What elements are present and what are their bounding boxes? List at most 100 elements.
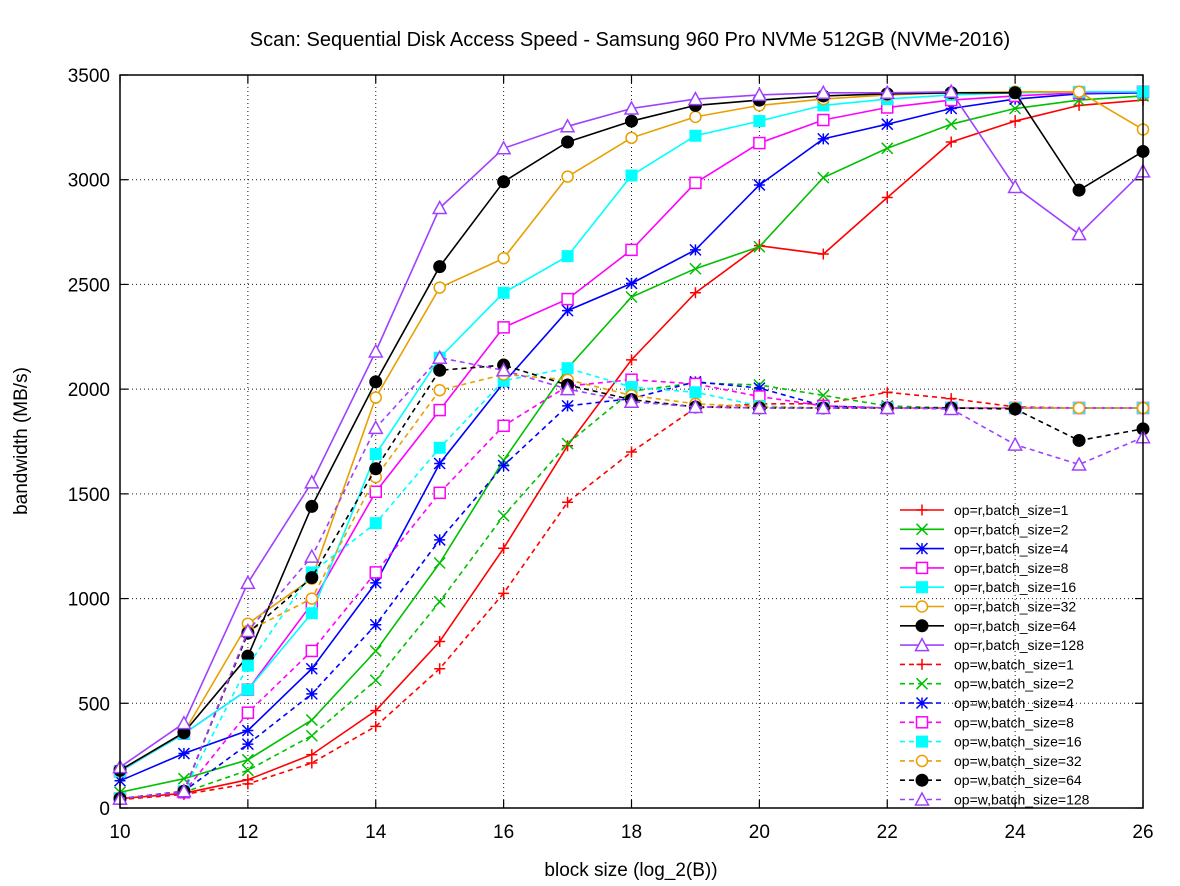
data-point: [817, 113, 830, 127]
data-point: [625, 114, 638, 128]
data-point: [1007, 436, 1023, 451]
data-point: [915, 773, 929, 787]
data-point: [241, 753, 254, 766]
data-point: [370, 720, 382, 732]
x-tick-label: 18: [621, 822, 642, 843]
data-point: [433, 403, 446, 417]
data-point: [433, 441, 446, 454]
data-point: [495, 362, 512, 377]
legend-entry: op=w,batch_size=64: [900, 772, 1082, 788]
legend-entry: op=w,batch_size=128: [900, 791, 1090, 808]
data-point: [559, 118, 576, 133]
legend-label: op=r,batch_size=128: [954, 637, 1084, 653]
legend-label: op=r,batch_size=32: [954, 599, 1076, 615]
data-point: [945, 118, 958, 131]
data-point: [687, 91, 704, 106]
data-point: [1008, 86, 1022, 100]
data-point: [626, 354, 637, 366]
data-point: [817, 389, 830, 402]
data-point: [240, 574, 256, 590]
data-point: [433, 363, 447, 377]
x-tick-label: 26: [1132, 822, 1153, 843]
data-point: [369, 674, 382, 687]
data-point: [305, 592, 319, 605]
data-point: [498, 587, 510, 599]
data-point: [915, 523, 929, 536]
data-point: [915, 561, 929, 575]
legend-entry: op=w,batch_size=4: [900, 695, 1074, 711]
y-tick-label: 1500: [68, 485, 110, 506]
data-point: [914, 791, 930, 806]
data-point: [916, 504, 928, 516]
x-tick-label: 12: [237, 822, 258, 843]
data-point: [1008, 402, 1022, 416]
y-tick-label: 500: [78, 694, 110, 715]
data-point: [916, 735, 928, 748]
data-point: [306, 757, 318, 769]
data-point: [915, 600, 929, 613]
data-point: [943, 83, 959, 99]
y-axis-label: bandwidth (MB/s): [11, 367, 32, 515]
data-point: [1073, 99, 1085, 111]
data-point: [1071, 456, 1087, 471]
data-point: [241, 764, 254, 777]
data-point: [915, 542, 929, 555]
legend-label: op=w,batch_size=16: [954, 734, 1082, 750]
data-point: [561, 170, 574, 183]
y-tick-label: 1000: [68, 590, 110, 611]
data-point: [879, 84, 896, 100]
data-point: [176, 715, 192, 730]
data-point: [241, 706, 255, 719]
data-point: [176, 783, 192, 798]
data-point: [916, 658, 928, 670]
data-point: [1072, 85, 1086, 99]
legend-label: op=w,batch_size=4: [954, 695, 1074, 711]
data-point: [367, 343, 384, 358]
data-point: [304, 474, 320, 489]
data-point: [1072, 183, 1086, 197]
data-point: [881, 142, 894, 155]
data-point: [623, 100, 640, 115]
data-point: [305, 571, 319, 585]
data-point: [915, 696, 929, 710]
data-point: [753, 178, 766, 191]
data-point: [879, 399, 896, 415]
series-8: [112, 83, 1151, 774]
y-tick-label: 3500: [68, 66, 110, 87]
y-tick-label: 2000: [68, 380, 110, 401]
data-point: [689, 176, 702, 190]
data-point: [497, 286, 510, 299]
data-point: [497, 321, 510, 334]
data-point: [433, 533, 446, 546]
data-point: [753, 115, 766, 128]
data-point: [689, 386, 702, 399]
legend-label: op=w,batch_size=2: [954, 676, 1074, 692]
series-line: [119, 391, 1143, 801]
data-point: [1071, 226, 1087, 241]
legend-entry: op=r,batch_size=4: [900, 541, 1069, 557]
data-point: [561, 292, 574, 306]
x-tick-label: 22: [877, 822, 898, 843]
data-point: [433, 281, 446, 294]
legend-entry: op=r,batch_size=2: [900, 521, 1069, 537]
data-point: [369, 448, 382, 461]
data-point: [815, 399, 832, 415]
legend-label: op=r,batch_size=8: [954, 560, 1069, 576]
data-point: [241, 724, 254, 737]
data-point: [561, 399, 574, 412]
data-point: [433, 595, 446, 608]
data-point: [367, 419, 384, 435]
data-point: [561, 250, 574, 263]
data-point: [369, 462, 383, 476]
data-point: [240, 622, 256, 638]
series-16: [112, 349, 1151, 805]
data-point: [915, 754, 929, 768]
grid-lines: [120, 75, 1143, 808]
legend-entry: op=r,batch_size=64: [900, 618, 1076, 634]
y-tick-label: 3000: [68, 171, 110, 192]
data-point: [369, 618, 382, 631]
data-point: [433, 383, 446, 397]
x-axis-label: block size (log_2(B)): [544, 860, 717, 881]
data-point: [1007, 178, 1023, 194]
data-point: [753, 136, 766, 150]
